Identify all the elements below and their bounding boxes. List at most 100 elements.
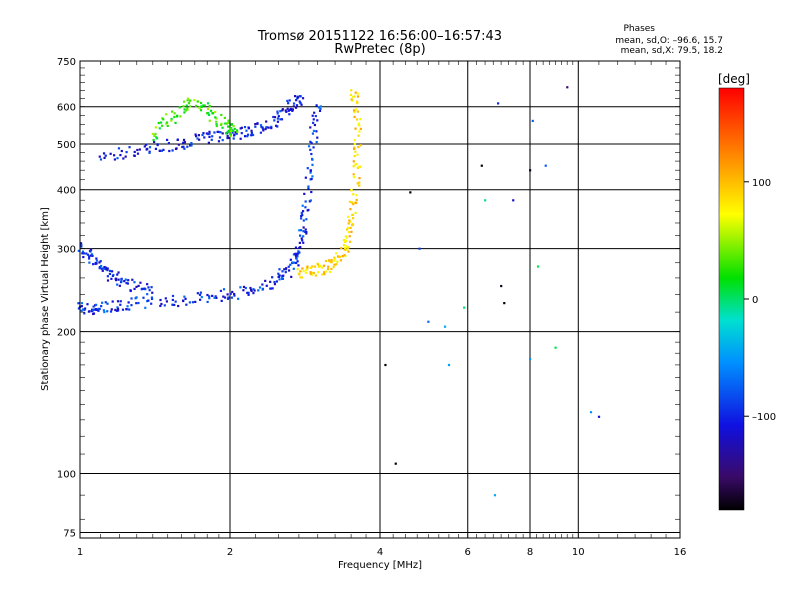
data-point <box>198 138 201 141</box>
data-point <box>304 271 308 274</box>
data-point <box>233 294 236 297</box>
data-point <box>199 298 202 301</box>
data-point <box>224 132 228 135</box>
data-point <box>333 259 336 262</box>
data-point <box>295 99 298 102</box>
data-point <box>171 303 174 306</box>
data-point <box>257 289 260 292</box>
data-point <box>351 213 354 217</box>
data-point <box>215 120 218 123</box>
data-point <box>232 124 235 128</box>
data-point <box>305 268 308 272</box>
data-point <box>226 134 229 138</box>
data-point <box>164 297 167 300</box>
data-point <box>261 288 264 291</box>
data-point <box>79 242 83 245</box>
data-point <box>83 308 86 311</box>
data-point <box>316 263 320 266</box>
data-point <box>301 210 305 213</box>
data-point <box>200 105 203 108</box>
data-point <box>277 115 280 118</box>
data-point <box>309 169 312 172</box>
data-point <box>188 99 192 102</box>
data-point <box>128 146 131 149</box>
data-point <box>280 118 284 121</box>
data-point <box>339 259 343 262</box>
data-point <box>324 270 327 273</box>
data-point <box>409 191 412 194</box>
data-point <box>229 133 233 136</box>
data-point <box>103 156 106 160</box>
data-point <box>350 230 353 233</box>
data-point <box>261 126 264 129</box>
data-point <box>174 147 178 151</box>
data-point <box>305 230 308 234</box>
y-tick-label: 600 <box>57 103 76 114</box>
data-point <box>206 293 209 297</box>
data-point <box>350 98 353 101</box>
data-point <box>80 309 83 312</box>
data-point <box>189 144 192 147</box>
data-point <box>119 153 122 157</box>
data-point <box>340 246 343 250</box>
data-point <box>244 286 247 290</box>
data-point <box>276 117 279 120</box>
x-tick-label: 6 <box>465 547 471 558</box>
data-point <box>162 118 165 121</box>
data-point <box>166 124 169 127</box>
data-point <box>177 143 180 146</box>
data-point <box>133 287 136 291</box>
data-point <box>120 149 123 153</box>
data-point <box>208 135 211 139</box>
data-point <box>237 297 240 300</box>
data-point <box>148 151 151 154</box>
data-point <box>353 154 356 158</box>
data-point <box>258 286 262 289</box>
data-point <box>88 261 91 264</box>
data-point <box>186 97 190 100</box>
data-point <box>242 285 246 289</box>
data-point <box>119 303 122 306</box>
data-point <box>215 117 218 120</box>
data-point <box>358 181 361 184</box>
data-point <box>247 127 251 130</box>
data-point <box>309 148 312 151</box>
data-point <box>199 101 203 105</box>
data-point <box>279 110 282 113</box>
data-point <box>247 291 250 294</box>
data-point <box>99 260 102 263</box>
data-point <box>293 95 297 98</box>
data-point <box>146 147 149 151</box>
data-point <box>182 100 186 103</box>
data-point <box>185 104 188 107</box>
data-point <box>213 131 216 134</box>
data-point <box>101 301 104 304</box>
data-point <box>292 261 296 264</box>
data-point <box>311 163 314 166</box>
data-point <box>304 200 307 203</box>
data-point <box>201 133 204 137</box>
data-point <box>232 137 235 140</box>
data-point <box>597 415 601 418</box>
data-point <box>309 126 312 129</box>
data-point <box>344 246 347 250</box>
data-point <box>88 310 91 313</box>
data-point <box>250 134 253 137</box>
data-point <box>156 143 159 147</box>
data-point <box>333 256 336 259</box>
data-point <box>298 273 301 276</box>
data-point <box>253 289 256 292</box>
data-point <box>137 301 140 305</box>
y-tick-label: 500 <box>57 140 76 151</box>
data-point <box>353 111 356 114</box>
data-point <box>342 238 346 242</box>
data-point <box>103 265 106 269</box>
data-point <box>278 274 281 277</box>
data-point <box>170 119 173 122</box>
data-point <box>100 305 103 308</box>
data-point <box>311 114 314 117</box>
data-point <box>82 255 85 259</box>
data-point <box>345 236 348 239</box>
data-point <box>127 301 130 304</box>
data-point <box>191 301 195 304</box>
